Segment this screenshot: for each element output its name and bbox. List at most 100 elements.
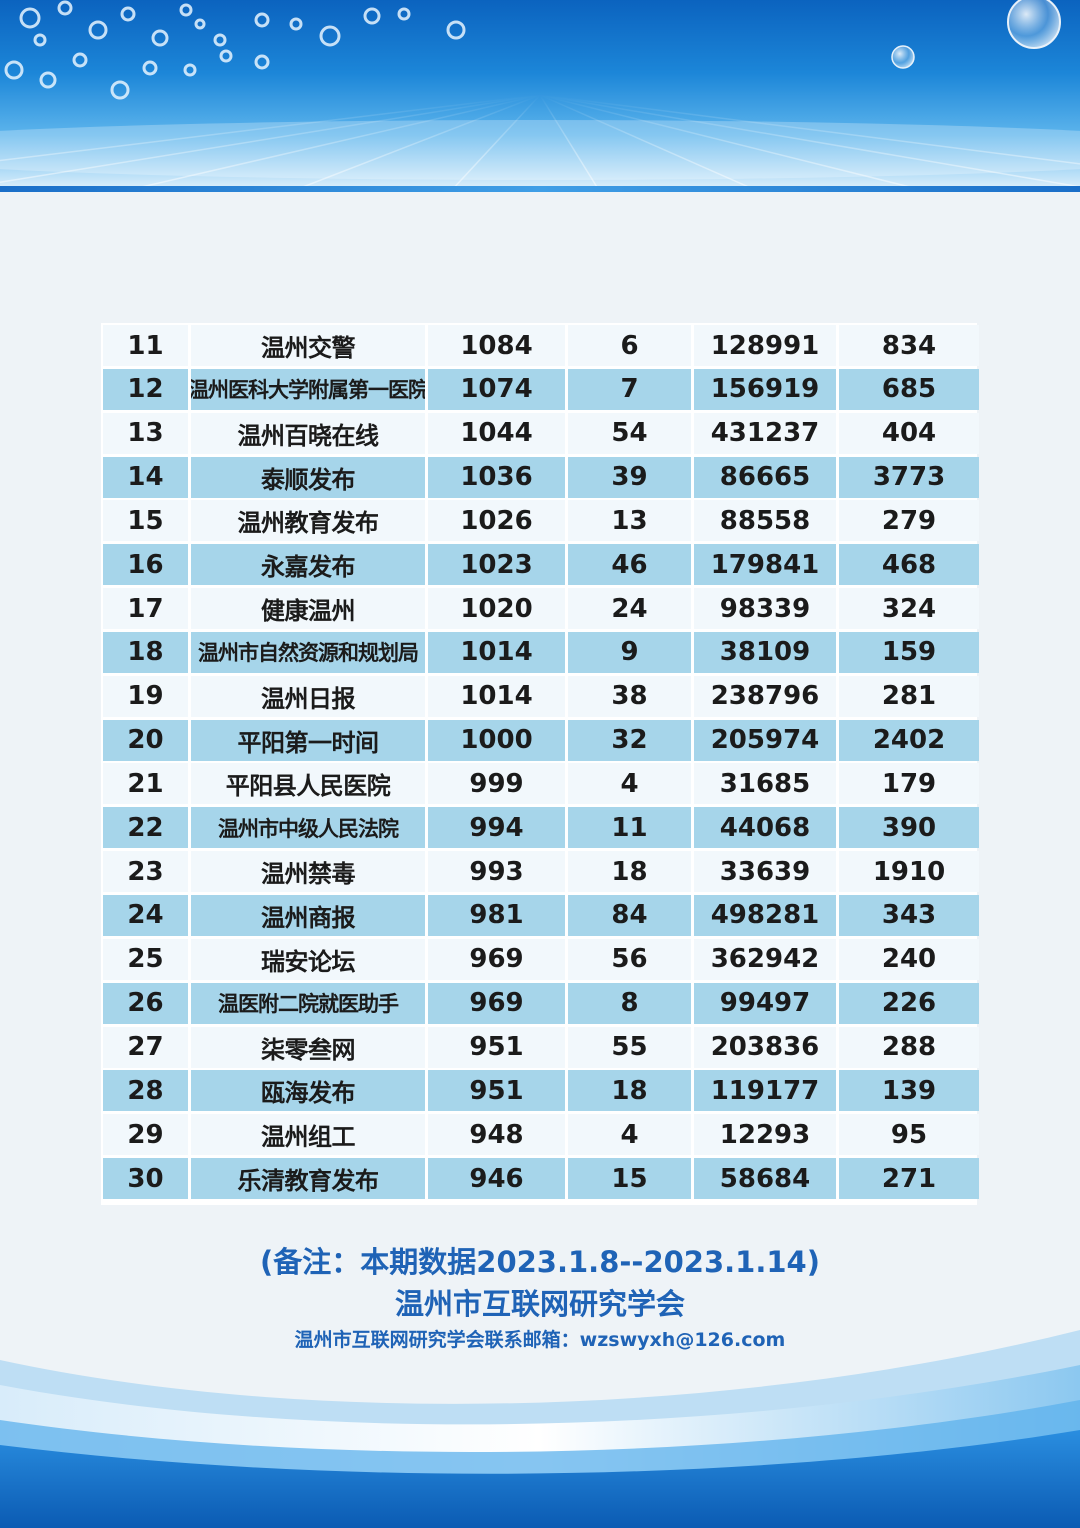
- account-name-cell: 温州日报: [191, 675, 425, 717]
- reads-cell: 33639: [694, 851, 836, 893]
- reads-cell: 362942: [694, 938, 836, 980]
- reads-cell: 238796: [694, 675, 836, 717]
- rank-cell: 28: [103, 1070, 188, 1112]
- table-row: 12 温州医科大学附属第一医院 1074 7 156919 685: [103, 368, 979, 410]
- table-row: 21 平阳县人民医院 999 4 31685 179: [103, 763, 979, 805]
- posts-cell: 32: [568, 719, 691, 761]
- account-name-cell: 温州交警: [191, 325, 425, 366]
- account-name-cell: 温州商报: [191, 894, 425, 936]
- account-name-cell: 永嘉发布: [191, 544, 425, 586]
- score-cell: 999: [428, 763, 565, 805]
- contact-email-line: 温州市互联网研究学会联系邮箱：wzswyxh@126.com: [294, 1329, 786, 1351]
- table-row: 30 乐清教育发布 946 15 58684 271: [103, 1158, 979, 1200]
- rank-cell: 20: [103, 719, 188, 761]
- score-cell: 1014: [428, 631, 565, 673]
- table-row: 26 温医附二院就医助手 969 8 99497 226: [103, 982, 979, 1024]
- table-row: 17 健康温州 1020 24 98339 324: [103, 588, 979, 630]
- reads-cell: 86665: [694, 456, 836, 498]
- likes-cell: 3773: [839, 456, 979, 498]
- reads-cell: 205974: [694, 719, 836, 761]
- likes-cell: 95: [839, 1114, 979, 1156]
- reads-cell: 88558: [694, 500, 836, 542]
- rank-cell: 23: [103, 851, 188, 893]
- likes-cell: 343: [839, 894, 979, 936]
- account-name-cell: 平阳县人民医院: [191, 763, 425, 805]
- score-cell: 951: [428, 1070, 565, 1112]
- account-name-cell: 温州市自然资源和规划局: [191, 631, 425, 673]
- likes-cell: 404: [839, 412, 979, 454]
- likes-cell: 685: [839, 368, 979, 410]
- reads-cell: 38109: [694, 631, 836, 673]
- rank-cell: 25: [103, 938, 188, 980]
- posts-cell: 54: [568, 412, 691, 454]
- table-row: 28 瓯海发布 951 18 119177 139: [103, 1070, 979, 1112]
- likes-cell: 324: [839, 588, 979, 630]
- footer-wave-decoration: [0, 1330, 1080, 1528]
- posts-cell: 4: [568, 763, 691, 805]
- table-row: 14 泰顺发布 1036 39 86665 3773: [103, 456, 979, 498]
- likes-cell: 271: [839, 1158, 979, 1200]
- table-row: 11 温州交警 1084 6 128991 834: [103, 325, 979, 366]
- posts-cell: 11: [568, 807, 691, 849]
- posts-cell: 56: [568, 938, 691, 980]
- posts-cell: 13: [568, 500, 691, 542]
- table-row: 18 温州市自然资源和规划局 1014 9 38109 159: [103, 631, 979, 673]
- table-row: 23 温州禁毒 993 18 33639 1910: [103, 851, 979, 893]
- rank-cell: 14: [103, 456, 188, 498]
- data-period-note: (备注：本期数据2023.1.8--2023.1.14): [260, 1245, 820, 1279]
- score-cell: 994: [428, 807, 565, 849]
- account-name-cell: 温州禁毒: [191, 851, 425, 893]
- likes-cell: 1910: [839, 851, 979, 893]
- posts-cell: 8: [568, 982, 691, 1024]
- score-cell: 1044: [428, 412, 565, 454]
- reads-cell: 12293: [694, 1114, 836, 1156]
- score-cell: 1020: [428, 588, 565, 630]
- reads-cell: 128991: [694, 325, 836, 366]
- account-name-cell: 温医附二院就医助手: [191, 982, 425, 1024]
- score-cell: 981: [428, 894, 565, 936]
- table-row: 13 温州百晓在线 1044 54 431237 404: [103, 412, 979, 454]
- table-row: 16 永嘉发布 1023 46 179841 468: [103, 544, 979, 586]
- posts-cell: 24: [568, 588, 691, 630]
- reads-cell: 98339: [694, 588, 836, 630]
- posts-cell: 18: [568, 1070, 691, 1112]
- table-row: 19 温州日报 1014 38 238796 281: [103, 675, 979, 717]
- likes-cell: 279: [839, 500, 979, 542]
- score-cell: 993: [428, 851, 565, 893]
- rank-cell: 18: [103, 631, 188, 673]
- score-cell: 1084: [428, 325, 565, 366]
- account-name-cell: 泰顺发布: [191, 456, 425, 498]
- account-name-cell: 温州市中级人民法院: [191, 807, 425, 849]
- reads-cell: 498281: [694, 894, 836, 936]
- reads-cell: 99497: [694, 982, 836, 1024]
- rank-cell: 26: [103, 982, 188, 1024]
- likes-cell: 834: [839, 325, 979, 366]
- rank-cell: 16: [103, 544, 188, 586]
- posts-cell: 55: [568, 1026, 691, 1068]
- likes-cell: 159: [839, 631, 979, 673]
- posts-cell: 39: [568, 456, 691, 498]
- account-name-cell: 瑞安论坛: [191, 938, 425, 980]
- score-cell: 948: [428, 1114, 565, 1156]
- account-name-cell: 温州教育发布: [191, 500, 425, 542]
- posts-cell: 18: [568, 851, 691, 893]
- score-cell: 946: [428, 1158, 565, 1200]
- rank-cell: 22: [103, 807, 188, 849]
- account-name-cell: 温州组工: [191, 1114, 425, 1156]
- rank-cell: 29: [103, 1114, 188, 1156]
- ranking-table: 11 温州交警 1084 6 128991 834 12 温州医科大学附属第一医院 1074 7 1…: [101, 323, 979, 1205]
- account-name-cell: 瓯海发布: [191, 1070, 425, 1112]
- score-cell: 969: [428, 982, 565, 1024]
- rank-cell: 19: [103, 675, 188, 717]
- likes-cell: 288: [839, 1026, 979, 1068]
- table-row: 24 温州商报 981 84 498281 343: [103, 894, 979, 936]
- rank-cell: 12: [103, 368, 188, 410]
- rank-cell: 15: [103, 500, 188, 542]
- score-cell: 1026: [428, 500, 565, 542]
- header-banner: [0, 0, 1080, 192]
- score-cell: 951: [428, 1026, 565, 1068]
- posts-cell: 7: [568, 368, 691, 410]
- rank-cell: 30: [103, 1158, 188, 1200]
- organization-name: 温州市互联网研究学会: [394, 1287, 685, 1321]
- reads-cell: 431237: [694, 412, 836, 454]
